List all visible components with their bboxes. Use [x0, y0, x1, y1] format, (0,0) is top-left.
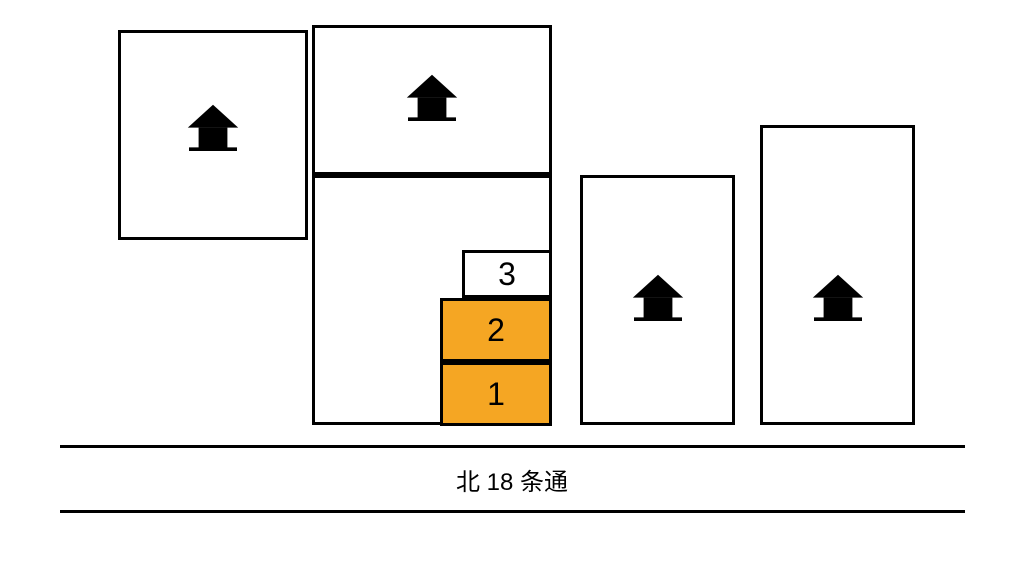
slot-label: 2 [487, 312, 505, 349]
house-icon [808, 270, 868, 330]
house-icon [183, 100, 243, 160]
road-line-bottom [60, 510, 965, 513]
parking-slot-3: 3 [462, 250, 552, 298]
slot-label: 3 [498, 256, 516, 293]
house-icon [628, 270, 688, 330]
parking-slot-1: 1 [440, 362, 552, 426]
parking-slot-2: 2 [440, 298, 552, 362]
road-line-top [60, 445, 965, 448]
diagram-canvas: 3 2 1 北 18 条通 [0, 0, 1024, 576]
house-icon [402, 70, 462, 130]
slot-label: 1 [487, 376, 505, 413]
road-label: 北 18 条通 [312, 462, 712, 497]
